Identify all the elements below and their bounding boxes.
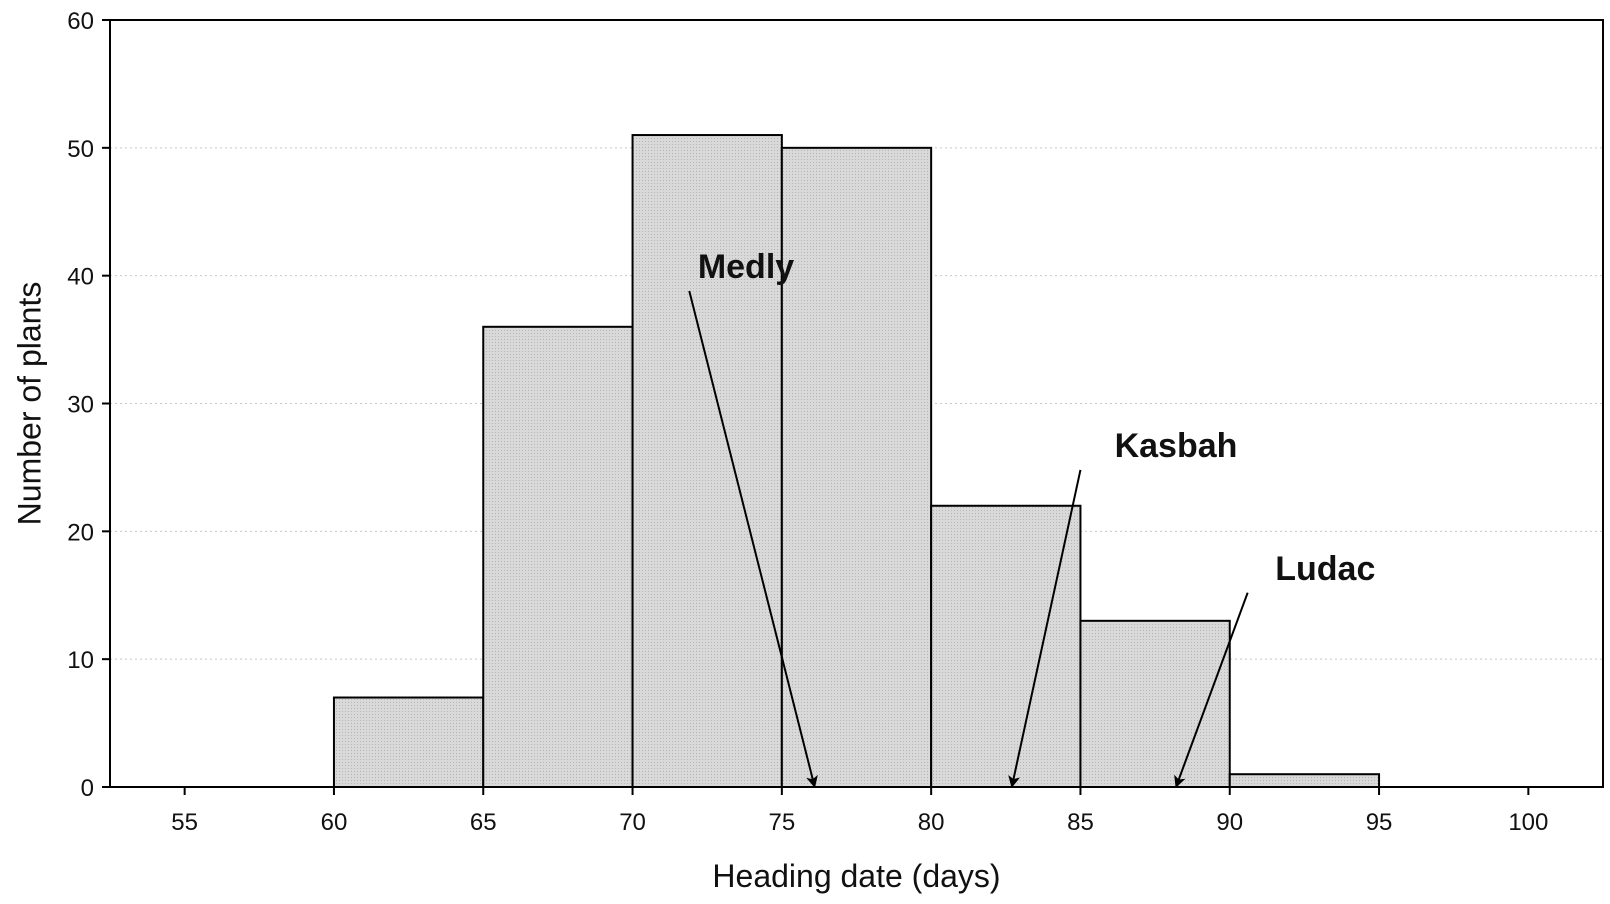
histogram-bars bbox=[332, 134, 1381, 789]
x-tick-label: 95 bbox=[1366, 809, 1393, 836]
annotation-label-kasbah: Kasbah bbox=[1115, 427, 1238, 465]
x-tick-label: 85 bbox=[1067, 809, 1094, 836]
histogram-bar-70-75 bbox=[631, 134, 783, 789]
histogram-bar-85-90 bbox=[1079, 619, 1231, 788]
x-tick-label: 60 bbox=[321, 809, 348, 836]
x-tick-label: 75 bbox=[768, 809, 795, 836]
x-tick-label: 80 bbox=[918, 809, 945, 836]
x-tick-label: 100 bbox=[1508, 809, 1548, 836]
x-tick-label: 55 bbox=[171, 809, 198, 836]
y-tick-label: 50 bbox=[67, 136, 94, 163]
annotation-label-medly: Medly bbox=[698, 248, 794, 286]
y-axis-title: Number of plants bbox=[11, 282, 47, 526]
x-tick-label: 70 bbox=[619, 809, 646, 836]
annotation-arrow-kasbah bbox=[1008, 469, 1082, 788]
x-tick-label: 90 bbox=[1216, 809, 1243, 836]
y-tick-label: 30 bbox=[67, 392, 94, 419]
y-tick-label: 20 bbox=[67, 519, 94, 546]
histogram-bar-80-85 bbox=[930, 504, 1082, 788]
annotation-arrow-medly bbox=[688, 290, 818, 788]
y-axis-ticks: 0 10 20 30 40 50 60 bbox=[67, 8, 110, 802]
x-axis-title: Heading date (days) bbox=[712, 858, 1000, 894]
annotation-label-ludac: Ludac bbox=[1275, 550, 1375, 588]
y-tick-label: 60 bbox=[67, 8, 94, 35]
y-tick-label: 40 bbox=[67, 264, 94, 291]
x-tick-label: 65 bbox=[470, 809, 497, 836]
x-axis-ticks: 55 60 65 70 75 80 85 90 95 100 bbox=[171, 787, 1548, 836]
y-tick-label: 0 bbox=[81, 775, 94, 802]
histogram-bar-75-80 bbox=[780, 146, 933, 789]
histogram-bar-65-70 bbox=[482, 325, 634, 788]
histogram-bar-60-65 bbox=[332, 696, 485, 788]
annotations: Medly Kasbah Ludac bbox=[688, 248, 1375, 788]
histogram-bar-90-95 bbox=[1228, 773, 1381, 789]
y-tick-label: 10 bbox=[67, 647, 94, 674]
annotation-arrow-ludac bbox=[1174, 592, 1249, 788]
